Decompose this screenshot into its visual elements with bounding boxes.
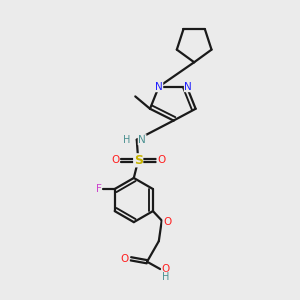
Text: H: H [162,272,169,282]
Text: O: O [161,264,170,274]
Text: N: N [184,82,192,92]
Text: O: O [121,254,129,264]
Text: H: H [123,135,130,145]
Text: S: S [134,154,143,167]
Text: N: N [138,135,146,145]
Text: O: O [157,155,165,165]
Text: O: O [111,155,119,165]
Text: O: O [163,217,171,227]
Text: N: N [155,82,163,92]
Text: F: F [95,184,101,194]
